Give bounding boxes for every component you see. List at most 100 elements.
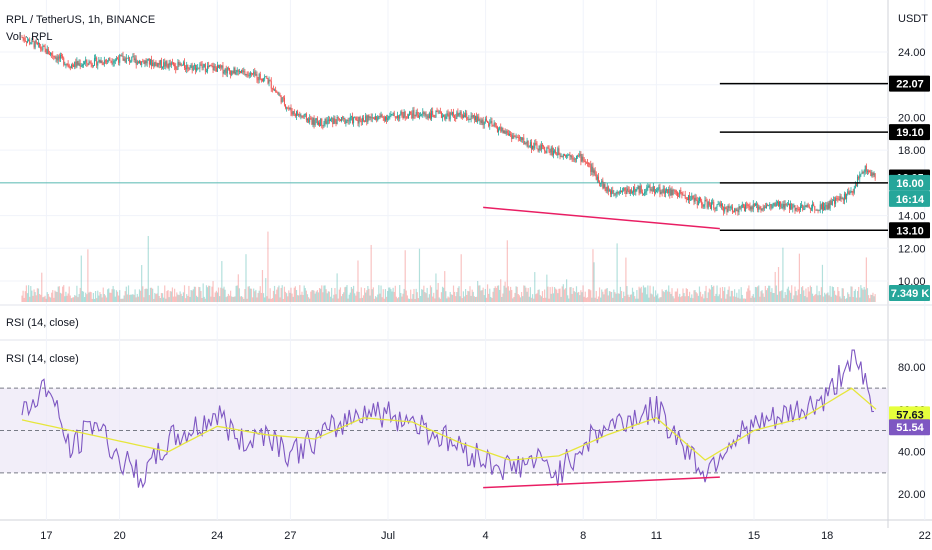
candle-body [186, 64, 188, 70]
candle-body [77, 61, 79, 65]
volume-bar [324, 285, 326, 302]
candle-body [467, 119, 469, 121]
candle-body [327, 119, 329, 121]
volume-bar [650, 293, 652, 302]
volume-bar [176, 292, 178, 302]
volume-bar [395, 296, 398, 302]
volume-bar [693, 290, 695, 302]
volume-bar [630, 294, 632, 302]
volume-bar [852, 297, 854, 302]
candle-body [325, 118, 327, 125]
volume-bar [304, 288, 306, 302]
volume-bar [772, 293, 774, 302]
candle-body [123, 58, 125, 61]
candle-body [263, 78, 265, 82]
volume-bar [97, 290, 99, 302]
candle-body [425, 113, 427, 116]
horizontal-levels[interactable] [719, 82, 888, 232]
volume-bar [186, 294, 188, 302]
volume-bar [344, 287, 346, 302]
volume-bar [307, 297, 310, 302]
candle-body [50, 52, 52, 55]
volume-bar [104, 295, 107, 302]
volume-bar [652, 286, 654, 302]
candle-body [226, 67, 228, 74]
price-tick-label: 24.00 [898, 47, 926, 59]
volume-bar [165, 298, 167, 302]
candle-body [544, 147, 546, 152]
volume-bar [691, 294, 693, 302]
volume-bar [109, 292, 111, 302]
volume-bar [461, 298, 463, 302]
volume-bar [757, 286, 759, 302]
volume-bar [506, 240, 508, 302]
volume-bar [753, 297, 755, 302]
candle-body [120, 54, 122, 56]
candle-body [357, 120, 359, 124]
volume-bar [225, 297, 227, 302]
candle-body [350, 116, 352, 118]
volume-bar [79, 287, 81, 302]
volume-bar [726, 294, 728, 302]
candle-body [505, 131, 507, 134]
time-tick-label: 18 [821, 530, 833, 542]
volume-bar [260, 292, 262, 302]
candle-body [698, 197, 700, 201]
volume-bar [771, 288, 773, 302]
volume-bar [217, 287, 220, 302]
candle-body [578, 155, 580, 157]
candle-body [377, 116, 379, 121]
volume-bar [138, 289, 141, 302]
candle-body [428, 113, 430, 119]
volume-bar [717, 296, 719, 302]
candle-body [818, 210, 820, 212]
candle-body [165, 61, 167, 67]
volume-bar [584, 291, 586, 302]
candle-body [535, 142, 537, 144]
volume-bar [815, 293, 817, 302]
candle-body [858, 176, 860, 179]
volume-bar [784, 292, 786, 302]
candle-body [312, 118, 314, 125]
candle-body [708, 202, 710, 206]
volume-bar [313, 290, 315, 302]
volume-bar [400, 293, 402, 302]
candle-body [742, 204, 744, 207]
volume-bar [410, 289, 412, 302]
volume-bar [481, 290, 483, 302]
level-tag-bg [889, 75, 930, 92]
volume-bar [44, 295, 46, 302]
volume-bar [119, 290, 121, 302]
candle-body [362, 117, 364, 121]
volume-bar [820, 287, 822, 302]
volume-bar [676, 288, 679, 302]
candle-body [337, 116, 339, 119]
candle-body [540, 144, 542, 150]
candle-body [321, 118, 323, 126]
volume-bar [549, 287, 551, 302]
candle-body [595, 174, 597, 180]
candle-body [790, 203, 792, 209]
volume-bar [160, 292, 163, 302]
candle-body [843, 193, 845, 201]
time-tick-label: 11 [651, 530, 662, 542]
volume-bar [239, 296, 242, 302]
volume-bar [195, 295, 198, 302]
candle-body [96, 57, 98, 66]
candle-body [72, 64, 74, 66]
candle-body [155, 62, 157, 64]
volume-bar [660, 297, 662, 302]
candle-body [774, 203, 776, 207]
candle-body [24, 40, 26, 42]
candle-body [348, 120, 350, 122]
volume-bar [838, 291, 840, 302]
volume-bar [556, 289, 558, 302]
candle-body [718, 203, 720, 205]
candle-body [656, 190, 658, 193]
candle-body [421, 114, 423, 116]
volume-bar [73, 297, 75, 302]
volume-bar [649, 285, 651, 302]
volume-bar [560, 296, 562, 302]
candle-body [827, 203, 829, 210]
